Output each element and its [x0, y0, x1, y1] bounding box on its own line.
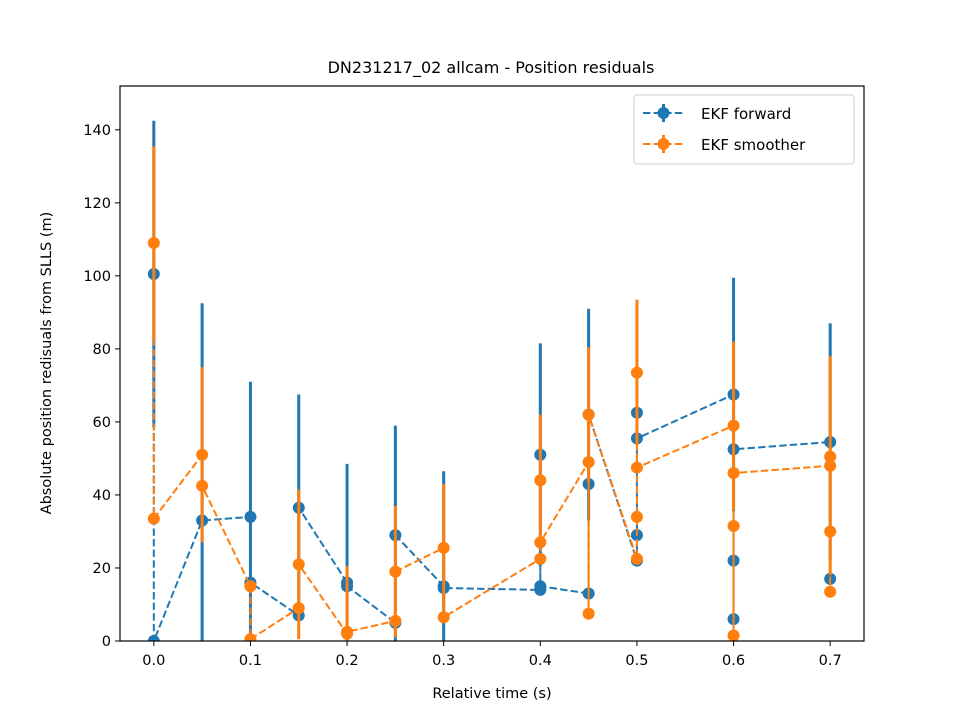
- data-point: [582, 456, 595, 469]
- y-tick-label: 100: [83, 269, 111, 285]
- y-tick-label: 60: [93, 415, 111, 431]
- data-point: [630, 510, 643, 523]
- y-tick-label: 140: [83, 123, 111, 139]
- legend: EKF forward EKF smoother: [633, 94, 855, 165]
- data-point: [437, 611, 450, 624]
- x-axis: 0.0 0.1 0.2 0.3 0.4 0.5 0.6 0.7: [142, 641, 842, 669]
- data-point: [824, 459, 837, 472]
- data-point: [727, 419, 740, 432]
- x-tick-label: 0.2: [336, 653, 359, 669]
- y-tick-label: 20: [93, 561, 111, 577]
- data-point: [824, 585, 837, 598]
- x-tick-label: 0.6: [722, 653, 745, 669]
- series-2: [147, 146, 837, 641]
- x-tick-label: 0.7: [819, 653, 842, 669]
- y-tick-label: 120: [83, 196, 111, 212]
- data-point: [196, 479, 209, 492]
- data-point: [534, 552, 547, 565]
- data-point: [824, 525, 837, 538]
- data-point: [727, 467, 740, 480]
- series-line: [152, 243, 832, 641]
- data-point: [341, 625, 354, 638]
- x-tick-label: 0.5: [625, 653, 648, 669]
- data-point: [630, 552, 643, 565]
- data-point: [630, 461, 643, 474]
- data-point: [244, 633, 257, 641]
- data-point: [630, 366, 643, 379]
- y-tick-label: 40: [93, 488, 111, 504]
- x-axis-label: Relative time (s): [432, 686, 551, 702]
- data-point: [292, 558, 305, 571]
- data-point: [244, 510, 257, 523]
- data-point: [534, 536, 547, 549]
- y-tick-label: 0: [102, 634, 111, 650]
- x-tick-label: 0.1: [239, 653, 262, 669]
- data-point: [196, 448, 209, 461]
- data-point: [582, 408, 595, 421]
- data-point: [727, 629, 740, 641]
- legend-marker: [657, 138, 670, 150]
- data-point: [147, 512, 160, 525]
- legend-label: EKF forward: [701, 105, 791, 123]
- legend-marker: [657, 107, 670, 119]
- x-tick-label: 0.3: [432, 653, 455, 669]
- legend-item: EKF smoother: [643, 135, 806, 154]
- data-point: [244, 580, 257, 593]
- plot-area: [147, 120, 837, 641]
- data-point: [147, 635, 160, 641]
- y-axis-label: Absolute position redisuals from SLLS (m…: [39, 212, 55, 515]
- data-point: [389, 614, 402, 627]
- axes-frame: [119, 85, 865, 642]
- data-point: [389, 565, 402, 578]
- x-tick-label: 0.0: [142, 653, 165, 669]
- y-tick-label: 80: [93, 342, 111, 358]
- data-point: [147, 237, 160, 250]
- data-point: [727, 519, 740, 532]
- legend-label: EKF smoother: [701, 136, 806, 154]
- data-point: [437, 541, 450, 554]
- y-axis: 0 20 40 60 80 100 120 140: [83, 123, 120, 650]
- legend-item: EKF forward: [643, 104, 791, 123]
- data-point: [534, 580, 547, 593]
- data-point: [824, 450, 837, 463]
- data-point: [534, 474, 547, 487]
- data-point: [292, 602, 305, 615]
- legend-box: [633, 94, 855, 165]
- data-point: [582, 607, 595, 620]
- chart-title: DN231217_02 allcam - Position residuals: [328, 58, 655, 78]
- x-tick-label: 0.4: [529, 653, 552, 669]
